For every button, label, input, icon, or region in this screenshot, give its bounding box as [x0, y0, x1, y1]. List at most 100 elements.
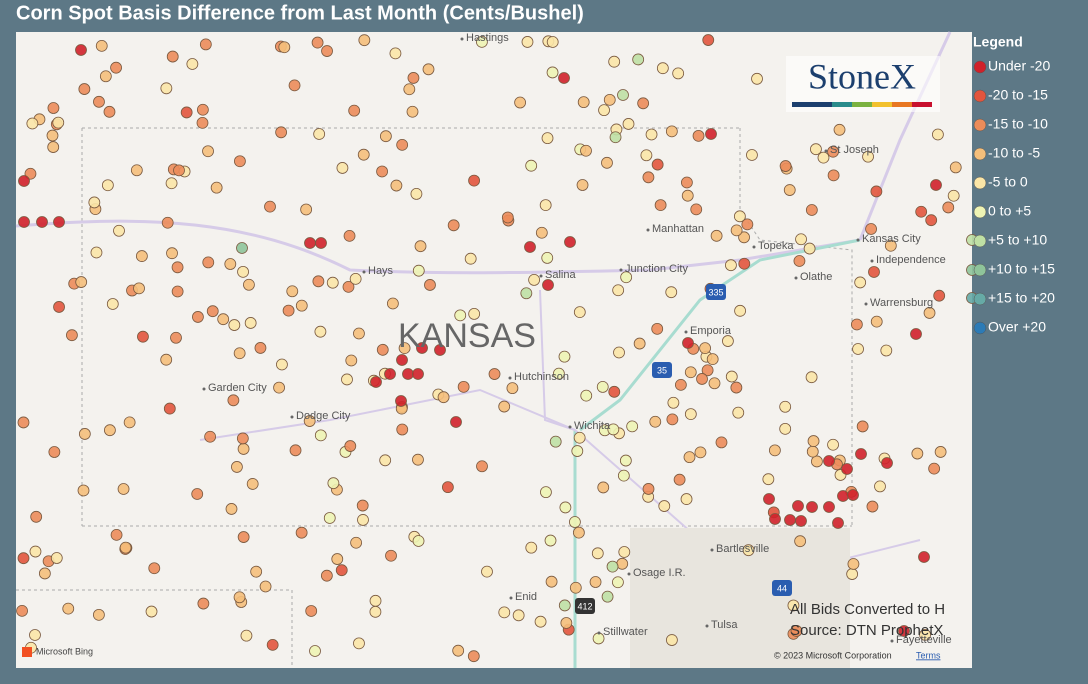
- bid-marker: [947, 189, 960, 202]
- bid-marker: [110, 528, 123, 541]
- bid-marker: [266, 638, 279, 651]
- bid-marker: [233, 347, 246, 360]
- bid-marker: [794, 535, 807, 548]
- bid-marker: [673, 473, 686, 486]
- place-dot: [619, 268, 623, 272]
- bid-marker: [286, 285, 299, 298]
- bid-marker: [915, 205, 928, 218]
- bid-marker: [99, 70, 112, 83]
- legend-title: Legend: [973, 34, 1023, 50]
- bid-marker: [457, 380, 470, 393]
- bid-marker: [626, 420, 639, 433]
- bid-marker: [874, 480, 886, 493]
- bid-marker: [18, 216, 30, 228]
- bid-marker: [658, 500, 671, 512]
- bid-marker: [29, 629, 41, 641]
- bid-marker: [810, 143, 822, 156]
- title: Corn Spot Basis Difference from Last Mon…: [16, 2, 584, 24]
- bid-marker: [560, 617, 573, 629]
- bid-marker: [651, 158, 664, 171]
- bid-marker: [224, 258, 237, 270]
- bid-marker: [722, 335, 734, 347]
- legend-label: -20 to -15: [988, 87, 1048, 103]
- bid-marker: [651, 322, 664, 335]
- bid-marker: [160, 82, 173, 95]
- bid-marker: [335, 564, 348, 577]
- bid-marker: [540, 486, 552, 499]
- bid-marker: [276, 358, 288, 371]
- bid-marker: [734, 304, 746, 317]
- bid-marker: [396, 138, 409, 151]
- bid-marker: [30, 510, 43, 523]
- bid-marker: [558, 72, 570, 84]
- bid-marker: [233, 591, 246, 604]
- bid-marker: [273, 381, 285, 394]
- bid-marker: [228, 319, 241, 331]
- bid-marker: [78, 83, 91, 95]
- bid-marker: [311, 36, 324, 49]
- bid-marker: [196, 103, 209, 116]
- bid-marker: [454, 309, 467, 322]
- bid-marker: [315, 237, 327, 249]
- logo: StoneX: [786, 56, 940, 112]
- bid-marker: [633, 337, 646, 350]
- bid-marker: [680, 493, 693, 505]
- bid-marker: [792, 500, 804, 512]
- bid-marker: [768, 444, 781, 457]
- note: All Bids Converted to H: [790, 601, 945, 618]
- bid-marker: [412, 535, 425, 547]
- bid-marker: [601, 590, 614, 603]
- bid-marker: [75, 44, 87, 56]
- bid-marker: [546, 36, 559, 48]
- bid-marker: [323, 512, 336, 524]
- legend-label: Under -20: [988, 58, 1050, 74]
- bid-marker: [854, 276, 867, 289]
- place-label: Enid: [515, 591, 537, 603]
- bid-marker: [694, 446, 707, 459]
- bid-marker: [173, 164, 185, 177]
- bid-marker: [376, 165, 388, 178]
- place-label: Stillwater: [603, 626, 648, 638]
- bid-marker: [715, 436, 728, 449]
- place-dot: [870, 259, 874, 263]
- terms-link[interactable]: Terms: [916, 650, 941, 660]
- bid-marker: [793, 255, 806, 267]
- place-dot: [794, 276, 798, 280]
- bid-marker: [705, 128, 717, 140]
- bid-marker: [868, 266, 880, 278]
- bid-marker: [807, 435, 820, 447]
- bid-marker: [847, 489, 859, 501]
- bid-marker: [259, 580, 272, 593]
- bid-marker: [847, 558, 860, 570]
- place-label: Osage I.R.: [633, 567, 686, 579]
- bid-marker: [601, 156, 613, 169]
- bid-marker: [341, 373, 353, 386]
- bid-marker: [202, 256, 215, 269]
- bid-marker: [642, 483, 655, 495]
- bid-marker: [407, 72, 420, 84]
- bid-marker: [569, 516, 581, 528]
- bid-marker: [336, 162, 349, 174]
- bid-marker: [708, 377, 721, 390]
- bid-marker: [358, 34, 371, 47]
- bid-marker: [244, 317, 257, 329]
- bid-marker: [577, 96, 590, 109]
- place-dot: [705, 624, 709, 628]
- bid-marker: [783, 184, 796, 196]
- bid-marker: [741, 218, 754, 231]
- bid-marker: [746, 149, 758, 161]
- bid-marker: [77, 484, 90, 497]
- bid-marker: [607, 423, 620, 436]
- bid-marker: [665, 125, 678, 138]
- bid-marker: [441, 481, 454, 494]
- bid-marker: [237, 443, 250, 455]
- bid-marker: [468, 174, 480, 187]
- highway-label: 44: [777, 583, 787, 593]
- bid-marker: [29, 545, 42, 558]
- bid-marker: [603, 93, 616, 106]
- place-dot: [752, 245, 756, 249]
- legend-label: 0 to +5: [988, 203, 1031, 219]
- place-dot: [684, 330, 688, 334]
